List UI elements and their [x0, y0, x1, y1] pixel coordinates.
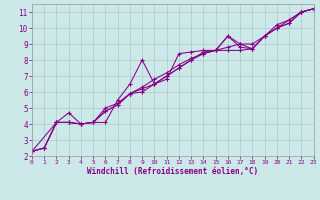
X-axis label: Windchill (Refroidissement éolien,°C): Windchill (Refroidissement éolien,°C): [87, 167, 258, 176]
